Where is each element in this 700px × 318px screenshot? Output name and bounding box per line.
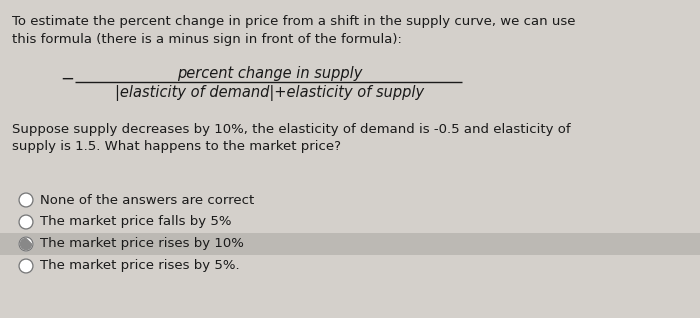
Text: None of the answers are correct: None of the answers are correct <box>40 193 254 206</box>
Text: this formula (there is a minus sign in front of the formula):: this formula (there is a minus sign in f… <box>12 33 402 46</box>
Text: The market price falls by 5%: The market price falls by 5% <box>40 216 232 229</box>
Text: percent change in supply: percent change in supply <box>177 66 363 81</box>
Polygon shape <box>20 238 32 250</box>
Text: |elasticity of demand|+elasticity of supply: |elasticity of demand|+elasticity of sup… <box>116 85 425 101</box>
Text: supply is 1.5. What happens to the market price?: supply is 1.5. What happens to the marke… <box>12 140 341 153</box>
Text: The market price rises by 5%.: The market price rises by 5%. <box>40 259 239 273</box>
FancyBboxPatch shape <box>0 233 700 255</box>
Text: To estimate the percent change in price from a shift in the supply curve, we can: To estimate the percent change in price … <box>12 15 575 28</box>
Text: Suppose supply decreases by 10%, the elasticity of demand is -0.5 and elasticity: Suppose supply decreases by 10%, the ela… <box>12 123 570 136</box>
Text: −: − <box>60 70 74 88</box>
Circle shape <box>19 259 33 273</box>
Text: The market price rises by 10%: The market price rises by 10% <box>40 238 244 251</box>
Circle shape <box>19 193 33 207</box>
Circle shape <box>19 215 33 229</box>
Circle shape <box>19 237 33 251</box>
